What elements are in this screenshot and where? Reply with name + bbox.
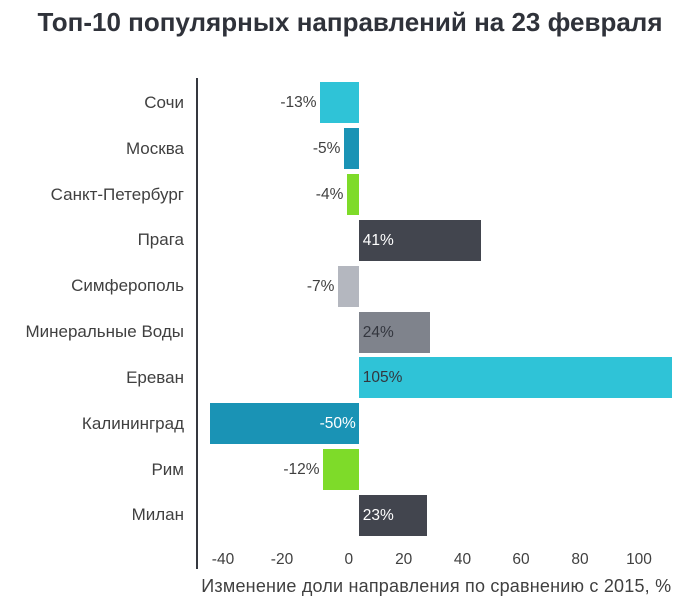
bar-value-label-mineralnye-vody: 24% (362, 323, 394, 341)
bar-value-label-moskva: -5% (312, 140, 341, 158)
bar-value-label-erevan: 105% (362, 369, 403, 387)
bar-value-label-praga: 41% (362, 231, 394, 249)
category-label-rim: Рим (151, 459, 184, 479)
bar-value-label-sochi: -13% (280, 94, 317, 112)
x-tick-label-80: 80 (571, 551, 589, 568)
x-tick-label-0: 0 (344, 551, 354, 568)
x-tick-label-20: 20 (395, 551, 413, 568)
bar-sankt-peterburg (346, 174, 359, 216)
bar-sochi (320, 82, 359, 124)
category-label-milan: Милан (131, 505, 184, 525)
category-label-mineralnye-vody: Минеральные Воды (25, 322, 184, 342)
x-tick-label--20: -20 (270, 551, 294, 568)
bar-value-label-milan: 23% (362, 506, 394, 524)
category-label-sankt-peterburg: Санкт-Петербург (50, 184, 184, 204)
category-label-moskva: Москва (125, 138, 184, 158)
x-tick-label-40: 40 (453, 551, 472, 568)
bar-milan (358, 494, 428, 536)
bar-erevan (358, 357, 673, 399)
chart-title: Топ-10 популярных направлений на 23 февр… (37, 7, 663, 37)
category-axis-line (196, 77, 199, 570)
x-tick-label-100: 100 (626, 551, 652, 568)
category-label-praga: Прага (137, 230, 184, 250)
bar-value-label-simferopol: -7% (306, 277, 335, 295)
bar-praga (358, 219, 482, 261)
bar-rim (322, 449, 359, 491)
x-tick-label--40: -40 (211, 551, 235, 568)
bar-mineralnye-vody (358, 311, 431, 353)
category-label-kaliningrad: Калининград (81, 413, 184, 433)
x-axis-title: Изменение доли направления по сравнению … (201, 575, 672, 596)
category-label-sochi: Сочи (144, 92, 184, 112)
bar-value-label-sankt-peterburg: -4% (315, 186, 344, 204)
bar-simferopol (337, 265, 359, 307)
bar-value-label-kaliningrad: -50% (319, 415, 356, 433)
bar-value-label-rim: -12% (283, 461, 320, 479)
x-tick-label-60: 60 (512, 551, 530, 568)
bar-kaliningrad (209, 403, 359, 445)
category-label-simferopol: Симферополь (71, 276, 184, 296)
category-label-erevan: Ереван (126, 367, 184, 387)
bar-moskva (343, 128, 359, 170)
